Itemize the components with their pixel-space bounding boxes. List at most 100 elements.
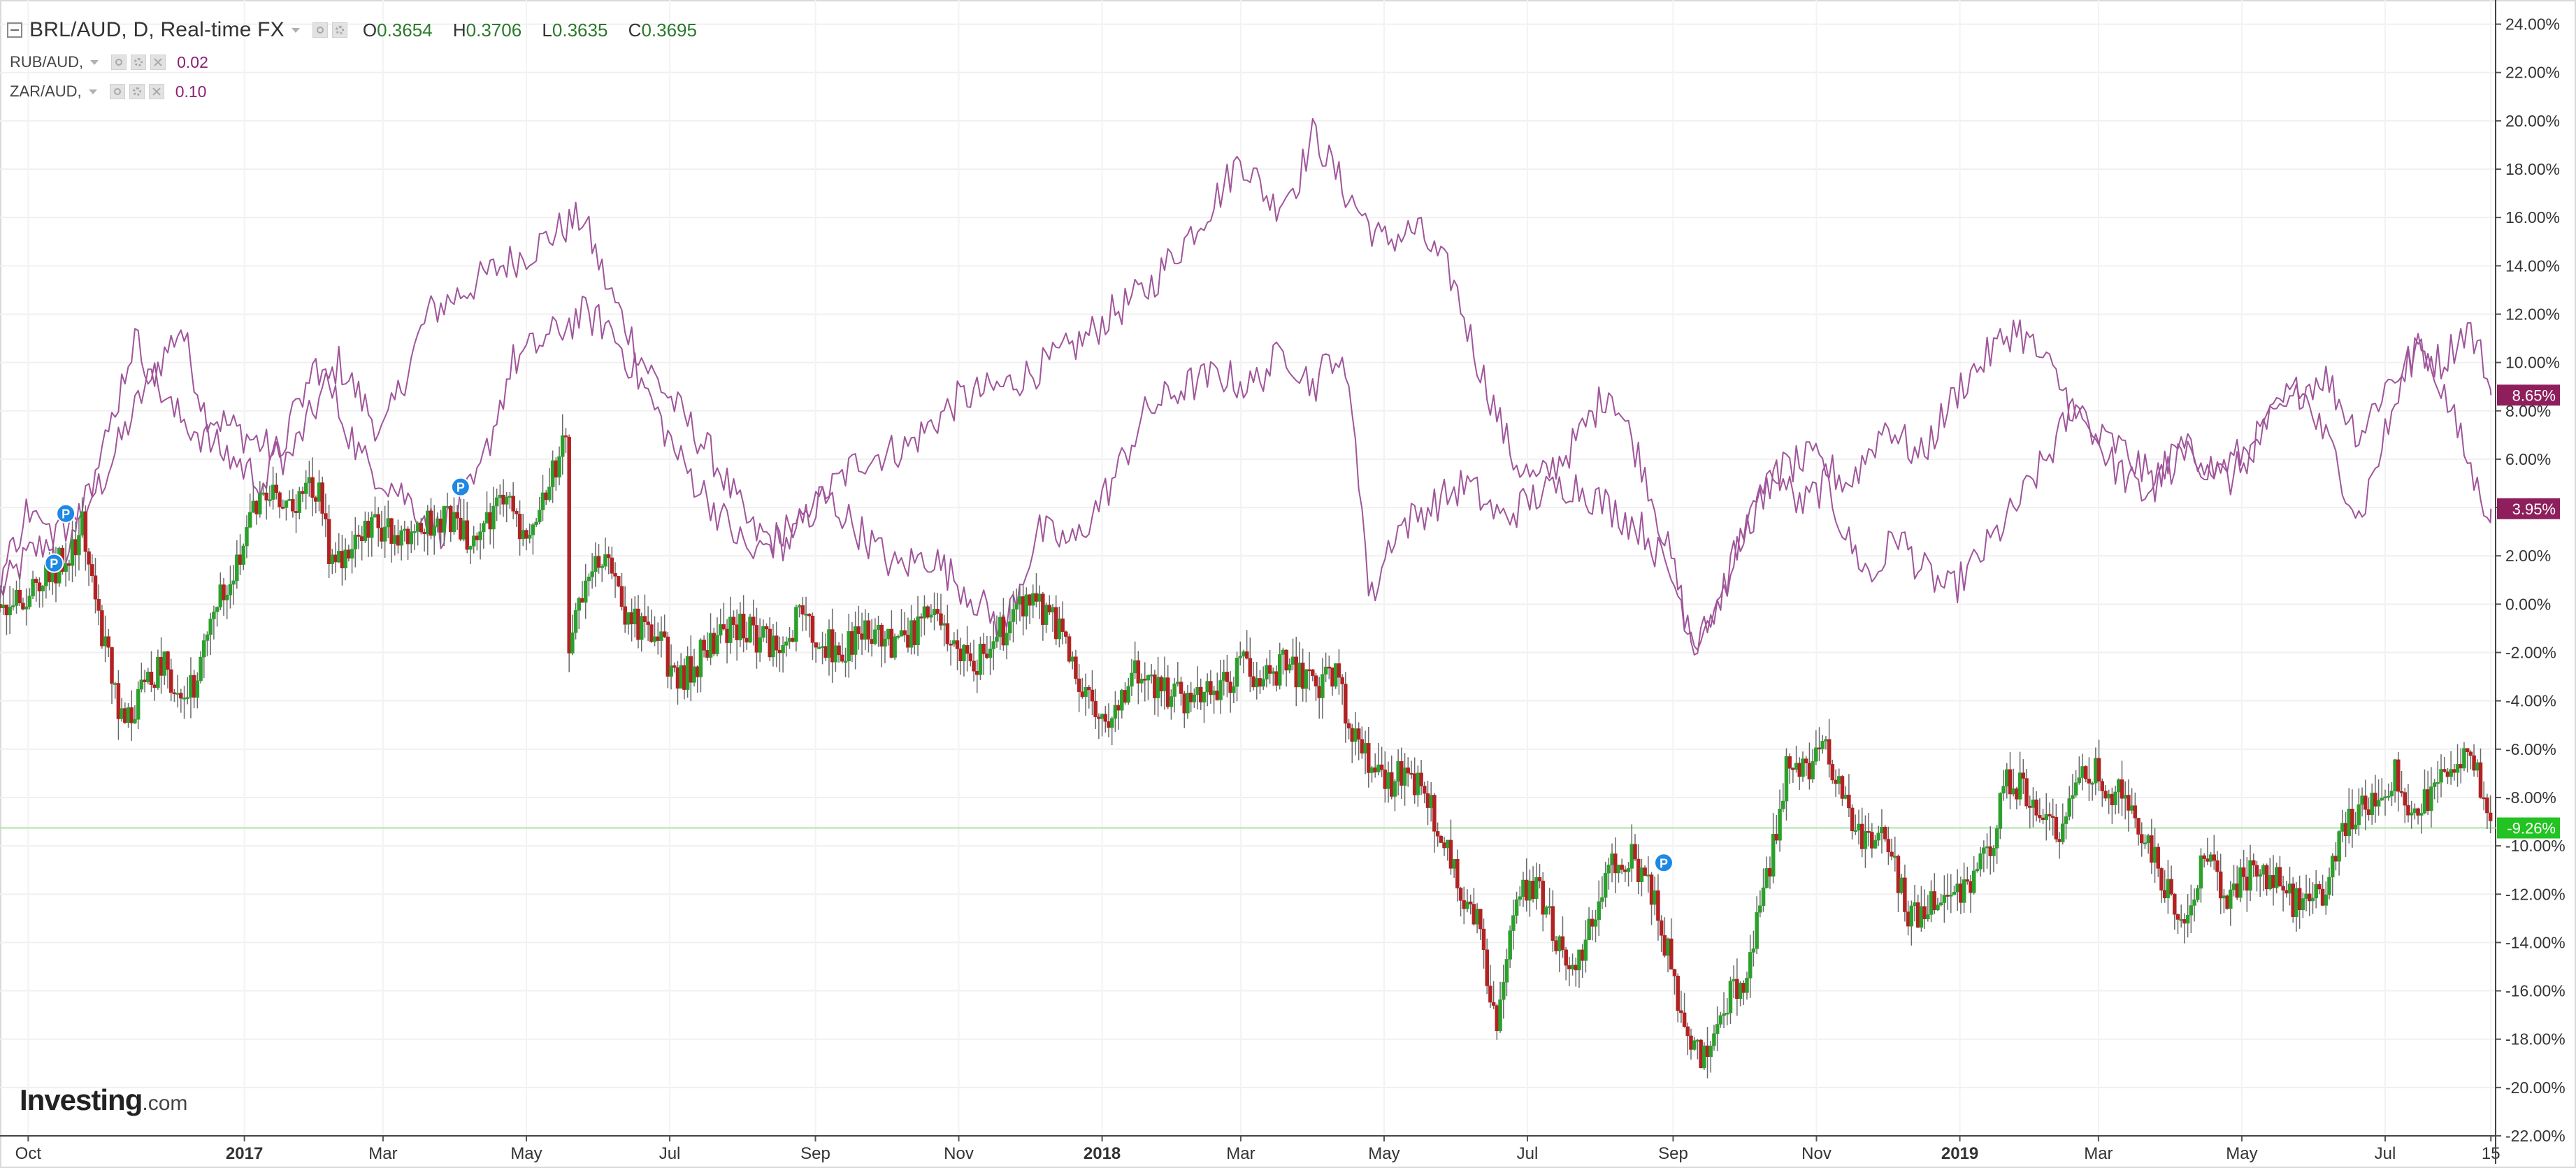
- x-axis-tick-label: Jul: [659, 1144, 681, 1163]
- candle-body: [320, 482, 324, 514]
- candle-body: [1643, 867, 1647, 876]
- candle-body: [1801, 758, 1805, 777]
- candle-body: [1988, 846, 1993, 856]
- candle-body: [1294, 656, 1298, 688]
- candle-body: [1646, 874, 1650, 877]
- main-symbol-title[interactable]: BRL/AUD, D, Real-time FX: [29, 18, 285, 41]
- candle-body: [1692, 1040, 1697, 1050]
- candle-body: [748, 617, 752, 643]
- candle-body: [1909, 905, 1914, 927]
- candle-body: [149, 672, 154, 685]
- candle-body: [1919, 906, 1924, 928]
- gear-icon[interactable]: [129, 84, 145, 99]
- gear-icon[interactable]: [331, 22, 347, 38]
- candle-body: [649, 624, 654, 642]
- candle-body: [2426, 789, 2430, 812]
- chevron-down-icon[interactable]: [88, 89, 97, 94]
- candle-body: [807, 614, 812, 617]
- y-axis-tick-label: -14.00%: [2505, 933, 2566, 951]
- candle-body: [324, 513, 328, 520]
- candle-body: [1955, 884, 1959, 893]
- candle-body: [1126, 686, 1130, 703]
- candle-body: [2422, 789, 2427, 814]
- candle-body: [1751, 948, 1756, 953]
- candle-body: [853, 626, 858, 655]
- candle-body: [2366, 809, 2371, 815]
- candle-body: [1797, 763, 1802, 777]
- candle-body: [2206, 858, 2210, 862]
- candle-body: [1090, 689, 1095, 702]
- low-label: L: [542, 19, 552, 41]
- eye-icon[interactable]: [312, 22, 328, 38]
- close-icon[interactable]: [150, 55, 166, 70]
- overlay-value: 0.02: [177, 52, 208, 71]
- candle-body: [2482, 797, 2486, 800]
- candle-body: [1211, 691, 1216, 695]
- candle-body: [1965, 879, 1970, 882]
- gear-icon[interactable]: [131, 55, 147, 70]
- candle-body: [1163, 677, 1167, 691]
- close-icon[interactable]: [148, 84, 164, 99]
- candle-body: [129, 707, 134, 723]
- candle-body: [626, 612, 631, 625]
- candle-body: [1130, 672, 1134, 687]
- candle-body: [1274, 671, 1279, 686]
- last-value-badge: -9.26%: [2497, 817, 2560, 839]
- candle-body: [902, 630, 907, 635]
- candle-body: [1462, 900, 1467, 909]
- candle-body: [1376, 764, 1381, 772]
- candle-body: [2261, 865, 2266, 875]
- candle-body: [692, 666, 696, 683]
- candle-body: [1100, 714, 1104, 719]
- collapse-legend-icon[interactable]: [7, 22, 22, 38]
- candle-body: [459, 517, 463, 540]
- candle-body: [1741, 983, 1746, 993]
- candle-body: [1531, 881, 1535, 899]
- candle-body: [932, 609, 937, 615]
- candle-body: [531, 524, 535, 535]
- candle-body: [1001, 617, 1006, 646]
- candle-body: [787, 637, 792, 642]
- candle-body: [2264, 865, 2269, 890]
- chevron-down-icon[interactable]: [291, 27, 300, 33]
- badge-text: 3.95%: [2512, 500, 2556, 518]
- candle-body: [1028, 594, 1032, 606]
- candle-body: [1666, 938, 1670, 956]
- candle-body: [2094, 758, 2098, 784]
- candle-body: [2310, 897, 2315, 902]
- candle-body: [1639, 867, 1644, 882]
- eye-icon[interactable]: [111, 55, 127, 70]
- candle-body: [1258, 678, 1262, 687]
- candle-body: [2472, 755, 2476, 771]
- candle-body: [24, 606, 29, 610]
- candle-body: [1735, 979, 1739, 999]
- candle-body: [1662, 935, 1667, 956]
- candle-body: [2360, 795, 2364, 805]
- candle-body: [2175, 914, 2180, 920]
- candle-body: [1952, 891, 1957, 895]
- candle-body: [340, 551, 345, 569]
- candle-body: [1699, 1039, 1703, 1069]
- overlay-symbol[interactable]: ZAR/AUD,: [10, 82, 82, 100]
- candle-body: [268, 499, 272, 501]
- overlay-symbol[interactable]: RUB/AUD,: [10, 53, 84, 71]
- candle-body: [1435, 831, 1440, 837]
- candle-body: [1938, 902, 1943, 906]
- candle-body: [2412, 808, 2417, 814]
- candle-body: [2173, 893, 2177, 915]
- candle-body: [247, 512, 252, 528]
- eye-icon[interactable]: [109, 84, 125, 99]
- candle-body: [143, 679, 147, 682]
- candle-body: [840, 654, 844, 662]
- candle-body: [2317, 884, 2322, 890]
- candle-body: [1936, 904, 1940, 911]
- candle-body: [1419, 772, 1423, 786]
- candle-body: [1859, 823, 1864, 849]
- candle-body: [415, 523, 420, 532]
- candle-body: [1350, 728, 1355, 742]
- candle-body: [2199, 855, 2203, 889]
- chevron-down-icon[interactable]: [90, 59, 99, 65]
- candle-body: [1290, 656, 1295, 665]
